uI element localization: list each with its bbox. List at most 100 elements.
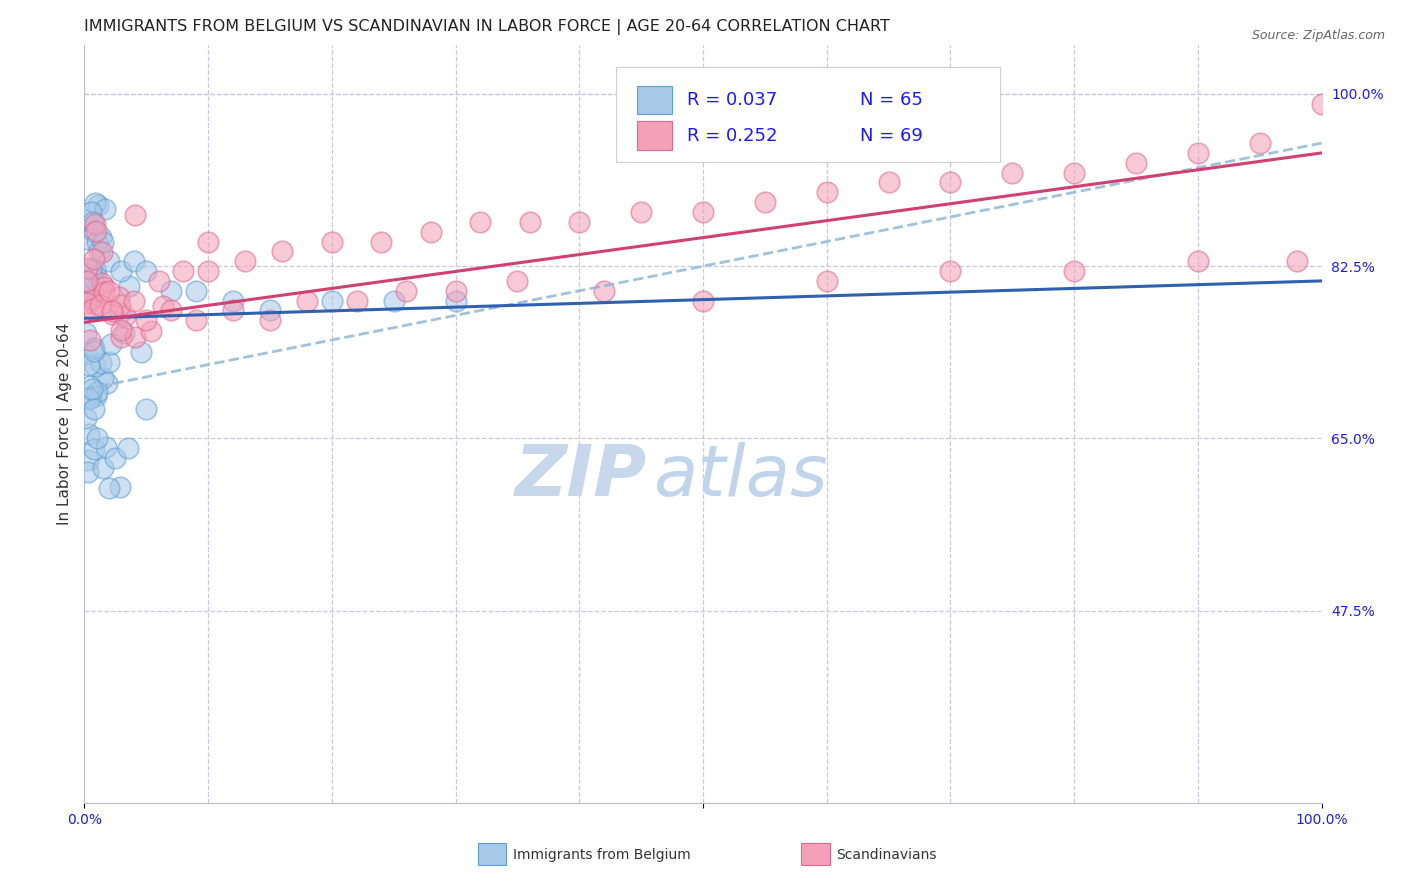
Point: [593, 284, 616, 298]
Point: [83, 341, 105, 355]
Point: [108, 298, 131, 312]
Point: [1285, 254, 1308, 268]
Point: [1310, 96, 1333, 111]
Point: [184, 284, 207, 298]
Text: R = 0.037: R = 0.037: [688, 91, 778, 109]
Point: [89, 298, 111, 312]
Point: [76, 232, 98, 246]
Point: [321, 235, 343, 249]
Point: [444, 293, 467, 308]
Point: [114, 310, 136, 324]
Point: [75, 347, 97, 361]
Point: [419, 225, 441, 239]
Point: [197, 235, 219, 249]
Point: [76, 274, 98, 288]
Point: [135, 401, 157, 416]
Point: [100, 337, 122, 351]
Point: [84, 389, 107, 403]
Point: [84, 224, 107, 238]
Point: [110, 330, 132, 344]
Point: [82, 302, 104, 317]
Point: [83, 401, 105, 416]
Point: [754, 195, 776, 210]
Point: [86, 432, 108, 446]
Y-axis label: In Labor Force | Age 20-64: In Labor Force | Age 20-64: [58, 323, 73, 524]
Point: [75, 275, 97, 289]
Point: [815, 186, 838, 200]
Point: [80, 293, 103, 308]
Point: [84, 268, 107, 283]
Point: [122, 254, 145, 268]
Point: [77, 392, 100, 406]
Point: [75, 326, 97, 341]
Point: [148, 274, 170, 288]
Point: [117, 442, 139, 456]
Point: [94, 440, 117, 454]
Point: [271, 244, 294, 259]
Point: [395, 284, 418, 298]
Point: [83, 225, 105, 239]
Point: [160, 303, 183, 318]
Point: [77, 453, 100, 467]
Point: [692, 205, 714, 219]
Point: [87, 198, 110, 212]
Point: [76, 411, 98, 425]
Point: [94, 202, 117, 216]
Point: [233, 254, 256, 268]
Point: [197, 264, 219, 278]
Point: [110, 264, 132, 278]
Point: [80, 390, 103, 404]
Point: [98, 481, 121, 495]
Point: [1187, 145, 1209, 160]
Point: [79, 205, 101, 219]
Point: [98, 254, 121, 268]
Point: [104, 451, 127, 466]
Point: [91, 276, 114, 290]
Point: [259, 313, 281, 327]
Point: [692, 293, 714, 308]
Point: [129, 345, 152, 359]
Point: [939, 264, 962, 278]
Point: [101, 307, 124, 321]
Point: [259, 303, 281, 318]
Point: [86, 384, 108, 399]
Point: [877, 176, 900, 190]
Point: [108, 480, 131, 494]
Point: [91, 235, 114, 249]
Point: [82, 215, 104, 229]
Text: N = 69: N = 69: [860, 127, 922, 145]
Point: [79, 379, 101, 393]
Point: [83, 442, 105, 456]
Point: [90, 230, 112, 244]
Point: [98, 284, 121, 298]
Point: [89, 244, 111, 259]
Point: [139, 324, 162, 338]
Point: [1125, 155, 1147, 169]
Point: [108, 290, 131, 304]
Point: [124, 209, 146, 223]
Point: [470, 215, 492, 229]
Point: [83, 297, 105, 311]
Point: [110, 323, 132, 337]
Point: [93, 279, 115, 293]
Point: [91, 245, 114, 260]
Text: Source: ZipAtlas.com: Source: ZipAtlas.com: [1251, 29, 1385, 43]
Point: [82, 271, 104, 285]
Point: [76, 296, 98, 310]
Point: [815, 274, 838, 288]
Point: [97, 355, 120, 369]
Point: [96, 376, 118, 391]
Point: [112, 326, 135, 340]
Point: [135, 264, 157, 278]
Point: [370, 235, 392, 249]
Point: [86, 235, 108, 249]
Point: [83, 359, 105, 373]
Point: [152, 299, 174, 313]
Point: [77, 465, 100, 479]
Point: [77, 427, 100, 442]
Point: [83, 252, 105, 266]
Point: [79, 333, 101, 347]
Point: [295, 293, 318, 308]
Point: [118, 279, 141, 293]
Point: [79, 358, 101, 372]
